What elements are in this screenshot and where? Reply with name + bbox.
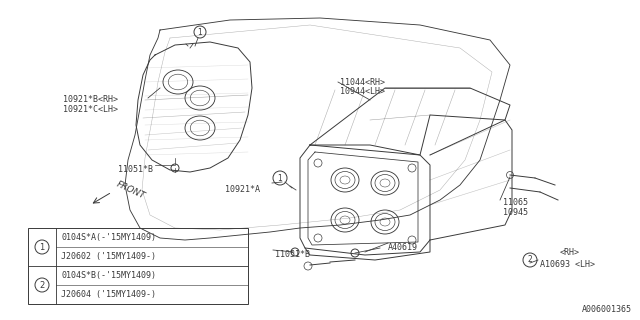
Text: 2: 2 xyxy=(527,255,532,265)
Text: A40619: A40619 xyxy=(388,243,418,252)
Text: 10945: 10945 xyxy=(503,208,528,217)
Text: 1: 1 xyxy=(40,243,45,252)
Text: 11051*B: 11051*B xyxy=(275,250,310,259)
Text: 10921*C<LH>: 10921*C<LH> xyxy=(63,105,118,114)
Text: 1: 1 xyxy=(278,173,282,182)
Text: A10693 <LH>: A10693 <LH> xyxy=(540,260,595,269)
Text: 11065: 11065 xyxy=(503,198,528,207)
Text: 10921*B<RH>: 10921*B<RH> xyxy=(63,95,118,104)
Bar xyxy=(28,228,248,304)
Text: <RH>: <RH> xyxy=(560,248,580,257)
Text: 1: 1 xyxy=(198,28,202,36)
Text: A006001365: A006001365 xyxy=(582,305,632,314)
Text: 11044<RH>: 11044<RH> xyxy=(340,78,385,87)
Text: J20602 ('15MY1409-): J20602 ('15MY1409-) xyxy=(61,252,156,261)
Text: J20604 ('15MY1409-): J20604 ('15MY1409-) xyxy=(61,290,156,299)
Text: 10944<LH>: 10944<LH> xyxy=(340,87,385,96)
Text: 11051*B: 11051*B xyxy=(118,165,153,174)
Text: FRONT: FRONT xyxy=(115,180,147,201)
Text: 10921*A: 10921*A xyxy=(225,185,260,194)
Text: 0104S*A(-'15MY1409): 0104S*A(-'15MY1409) xyxy=(61,233,156,242)
Text: 0104S*B(-'15MY1409): 0104S*B(-'15MY1409) xyxy=(61,271,156,280)
Text: 2: 2 xyxy=(40,281,45,290)
